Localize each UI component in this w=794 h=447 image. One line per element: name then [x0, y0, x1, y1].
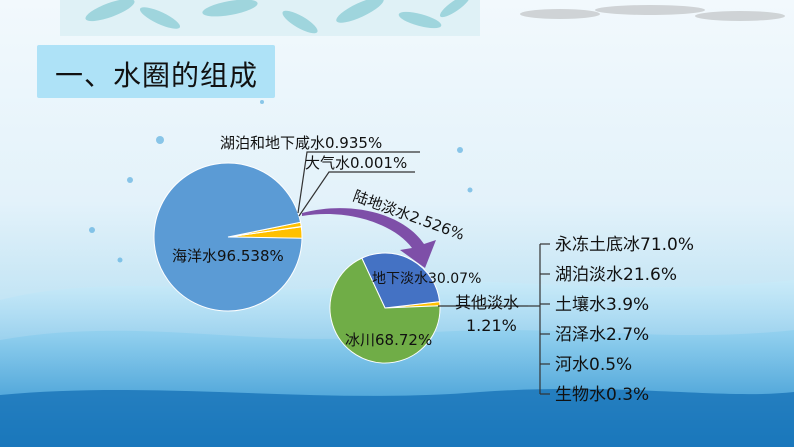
pie-slice-1 [361, 252, 441, 309]
breakdown-item-label: 永冻土底冰71.0% [555, 235, 694, 255]
label-other-freshwater: 其他淡水 [455, 293, 519, 312]
page-title: 一、水圈的组成 [55, 59, 259, 92]
label-lake-salt: 湖泊和地下咸水0.935% [220, 134, 382, 152]
leader-line-atmosphere [298, 171, 415, 217]
breakdown-item-label: 沼泽水2.7% [555, 325, 649, 345]
label-glacier: 冰川68.72% [345, 331, 432, 349]
leader-line-lake-salt [297, 151, 420, 214]
pie-land-freshwater [329, 252, 441, 364]
pie-slice-3 [153, 162, 303, 312]
label-other-freshwater-value: 1.21% [466, 316, 517, 335]
breakdown-item-label: 土壤水3.9% [555, 294, 649, 315]
label-groundwater: 地下淡水30.07% [372, 271, 481, 287]
pie-hydrosphere [153, 162, 303, 312]
label-ocean: 海洋水96.538% [172, 247, 284, 265]
breakdown-item-label: 湖泊淡水21.6% [555, 265, 677, 285]
breakdown-item-label: 生物水0.3% [555, 385, 649, 405]
label-atmosphere: 大气水0.001% [305, 154, 407, 172]
pie-slice-2 [329, 257, 441, 364]
title-banner: 一、水圈的组成 [37, 45, 275, 98]
arrow-land-fresh [302, 208, 436, 268]
breakdown-item-label: 河水0.5% [555, 355, 632, 375]
bracket-other-breakdown: 永冻土底冰71.0% 湖泊淡水21.6% 土壤水3.9% 沼泽水2.7% 河水0.5% 生… [528, 235, 694, 405]
